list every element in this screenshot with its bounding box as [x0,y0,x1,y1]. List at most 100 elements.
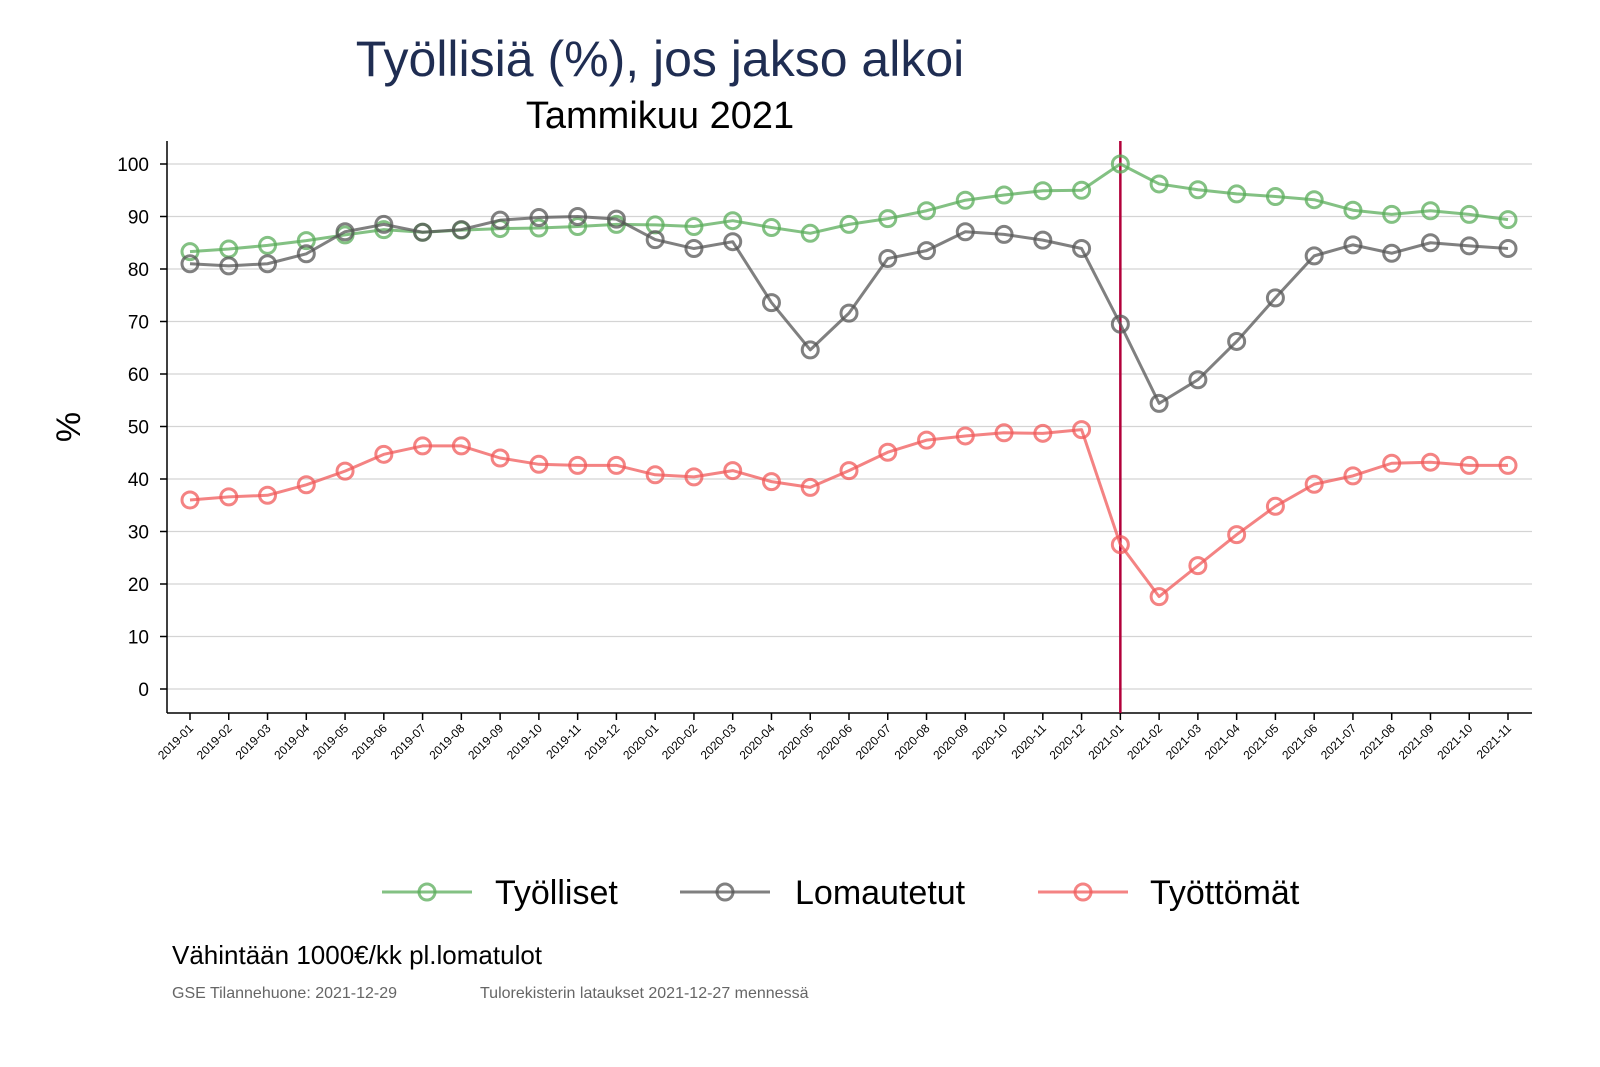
x-tick-label-2020-10: 2020-10 [969,721,1010,762]
point-2-2020-06 [839,303,859,323]
x-tick-label-2020-12: 2020-12 [1047,721,1088,762]
point-1-2021-04 [1227,184,1247,204]
x-tick-label-2020-05: 2020-05 [775,721,816,762]
point-3-2020-03 [723,461,743,481]
point-2-2021-04 [1227,331,1247,351]
point-1-2019-01 [180,242,200,262]
x-tick-label-2021-06: 2021-06 [1279,721,1320,762]
point-2-2019-07 [413,222,433,242]
legend: Työlliset Lomautetut Työttömät [382,874,1300,912]
x-tick-label-2020-11: 2020-11 [1009,721,1050,762]
point-1-2020-06 [839,214,859,234]
point-3-2020-06 [839,461,859,481]
x-tick-label-2019-05: 2019-05 [310,721,351,762]
point-2-2019-11 [568,207,588,226]
point-3-2021-04 [1227,525,1247,545]
point-2-2021-09 [1420,233,1440,253]
point-2-2019-02 [219,256,239,276]
x-tick-label-2019-04: 2019-04 [271,721,312,762]
point-3-2019-10 [529,454,549,474]
point-3-2021-11 [1498,455,1518,475]
point-1-2019-04 [296,231,316,251]
point-3-2021-10 [1459,455,1479,475]
point-3-2019-03 [258,485,278,505]
point-2-2021-03 [1188,370,1208,390]
legend-item-tyolliset: Työlliset [382,874,618,912]
point-3-2019-05 [335,461,355,481]
x-tick-label-2019-02: 2019-02 [194,721,235,762]
x-tick-label-2021-02: 2021-02 [1124,721,1165,762]
y-tick-label-20: 20 [128,575,149,596]
point-2-2021-10 [1459,236,1479,256]
point-2-2019-06 [374,214,394,234]
x-tick-label-2019-07: 2019-07 [388,721,429,762]
point-1-2020-09 [955,190,975,210]
point-1-2020-12 [1072,180,1092,200]
y-tick-label-10: 10 [128,628,149,649]
point-2-2020-07 [878,249,898,268]
point-3-2021-02 [1149,587,1169,607]
point-1-2019-03 [258,235,278,255]
point-3-2019-12 [606,455,626,475]
legend-label-tyottomat: Työttömät [1150,874,1300,912]
chart-subtitle: Tammikuu 2021 [525,95,795,137]
y-tick-label-100: 100 [117,155,149,176]
point-1-2020-08 [917,201,937,221]
x-tick-label-2020-09: 2020-09 [930,721,971,762]
x-tick-label-2019-11: 2019-11 [543,721,584,762]
legend-label-tyolliset: Työlliset [495,874,618,912]
point-2-2021-02 [1149,393,1169,413]
point-2-2019-10 [529,208,549,228]
series-3 [180,420,1518,607]
x-tick-label-2019-10: 2019-10 [504,721,545,762]
y-tick-label-0: 0 [138,680,149,701]
x-tick-label-2021-03: 2021-03 [1163,721,1204,762]
source-info: Tulorekisterin lataukset 2021-12-27 menn… [480,985,809,1002]
x-tick-label-2021-10: 2021-10 [1434,721,1475,762]
point-2-2020-11 [1033,230,1053,250]
point-3-2020-01 [645,465,665,485]
series-line-1 [189,162,1509,254]
point-2-2020-05 [800,340,820,360]
point-2-2020-03 [723,232,743,252]
point-2-2019-04 [296,244,316,264]
legend-item-lomautetut: Lomautetut [680,874,966,912]
point-3-2021-03 [1188,556,1208,576]
point-3-2020-07 [878,442,898,462]
point-1-2020-07 [878,209,898,229]
chart-title: Työllisiä (%), jos jakso alkoi [355,31,965,87]
point-1-2021-07 [1343,200,1363,220]
point-1-2021-10 [1459,204,1479,224]
y-tick-label-80: 80 [128,260,149,281]
series-1 [180,154,1518,262]
point-2-2021-07 [1343,235,1363,255]
legend-label-lomautetut: Lomautetut [795,874,966,912]
x-tick-label-2020-01: 2020-01 [620,721,661,762]
point-1-2019-06 [374,220,394,240]
point-2-2019-05 [335,222,355,242]
point-2-2019-09 [490,210,510,230]
point-1-2020-02 [684,216,704,236]
y-tick-label-90: 90 [128,208,149,229]
point-2-2019-03 [258,254,278,274]
series-line-3 [189,428,1508,599]
point-3-2019-06 [374,444,394,464]
point-1-2021-11 [1498,210,1518,230]
y-tick-label-60: 60 [128,365,149,386]
point-3-2021-08 [1382,453,1402,473]
point-2-2020-09 [955,222,975,242]
point-1-2020-05 [800,223,820,243]
point-1-2021-08 [1382,204,1402,224]
x-tick-label-2021-05: 2021-05 [1240,721,1281,762]
point-3-2021-09 [1420,452,1440,472]
point-1-2021-02 [1149,174,1169,194]
y-tick-labels: 0 10 20 30 40 50 60 70 80 90 100 [117,155,167,701]
series-line-2 [189,215,1509,405]
point-3-2020-12 [1072,420,1092,440]
point-3-2019-02 [219,487,239,507]
point-1-2021-09 [1420,201,1440,221]
x-tick-label-2019-03: 2019-03 [233,721,274,762]
point-3-2020-11 [1033,423,1053,443]
point-3-2020-05 [800,477,820,497]
x-tick-label-2020-06: 2020-06 [814,721,855,762]
